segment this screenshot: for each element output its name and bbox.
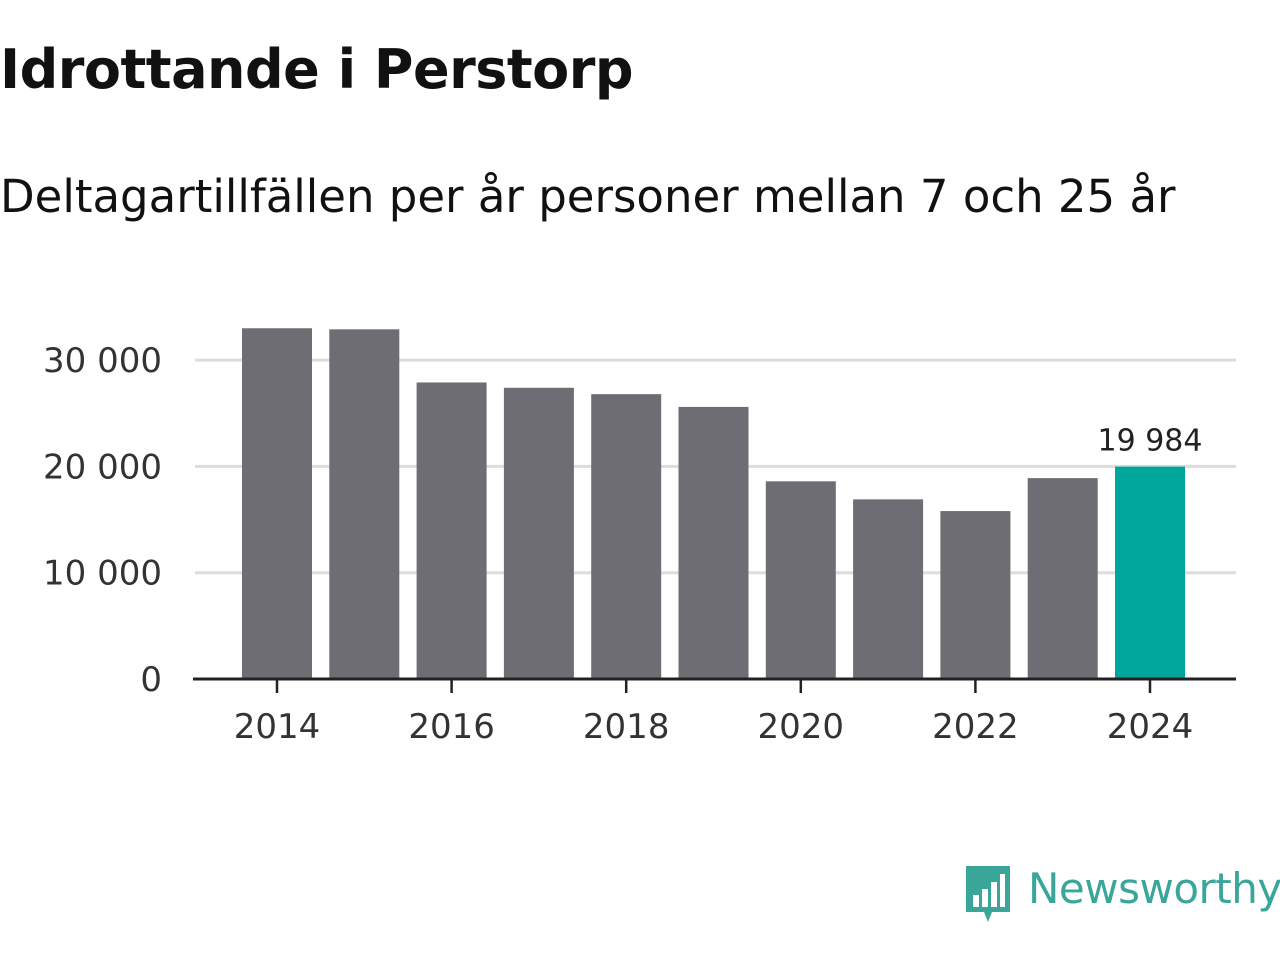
y-tick-label: 10 000	[43, 554, 162, 594]
chart-title: Idrottande i Perstorp	[0, 38, 634, 101]
x-tick-label: 2024	[1107, 707, 1194, 747]
newsworthy-logo: Newsworthy	[962, 862, 1280, 932]
bar-2019	[678, 406, 749, 679]
x-tick-label: 2020	[758, 707, 845, 747]
x-tick-label: 2016	[408, 707, 495, 747]
x-axis: 2014 2016 2018 2020 2022 2024	[193, 677, 1236, 747]
bar-2015	[329, 329, 400, 679]
y-axis-tick-labels: 0 10 000 20 000 30 000	[43, 341, 162, 700]
bar-2022	[940, 511, 1011, 679]
bar-2018	[591, 394, 662, 679]
brand-name: Newsworthy	[1028, 864, 1280, 913]
bar-2024	[1115, 466, 1185, 679]
bar-2020	[765, 481, 836, 679]
bars	[242, 328, 1185, 679]
bar-2014	[242, 328, 312, 679]
x-tick-label: 2018	[583, 707, 670, 747]
bar-2023	[1027, 478, 1098, 679]
bar-chart: 0 10 000 20 000 30 000 2014 2016 2018 2020 2022…	[43, 328, 1236, 747]
bar-2016	[416, 382, 487, 679]
bar-2017	[503, 387, 574, 679]
data-label-2024: 19 984	[1098, 424, 1203, 459]
y-tick-label: 0	[140, 660, 162, 700]
chart-subtitle: Deltagartillfällen per år personer mella…	[0, 170, 1176, 223]
x-tick-label: 2014	[234, 707, 321, 747]
x-tick-label: 2022	[932, 707, 1019, 747]
bar-2021	[853, 499, 924, 679]
data-labels: 19 984	[1098, 424, 1203, 459]
bar-chart-bubble-icon	[966, 866, 1010, 922]
y-tick-label: 20 000	[43, 447, 162, 487]
y-tick-label: 30 000	[43, 341, 162, 381]
